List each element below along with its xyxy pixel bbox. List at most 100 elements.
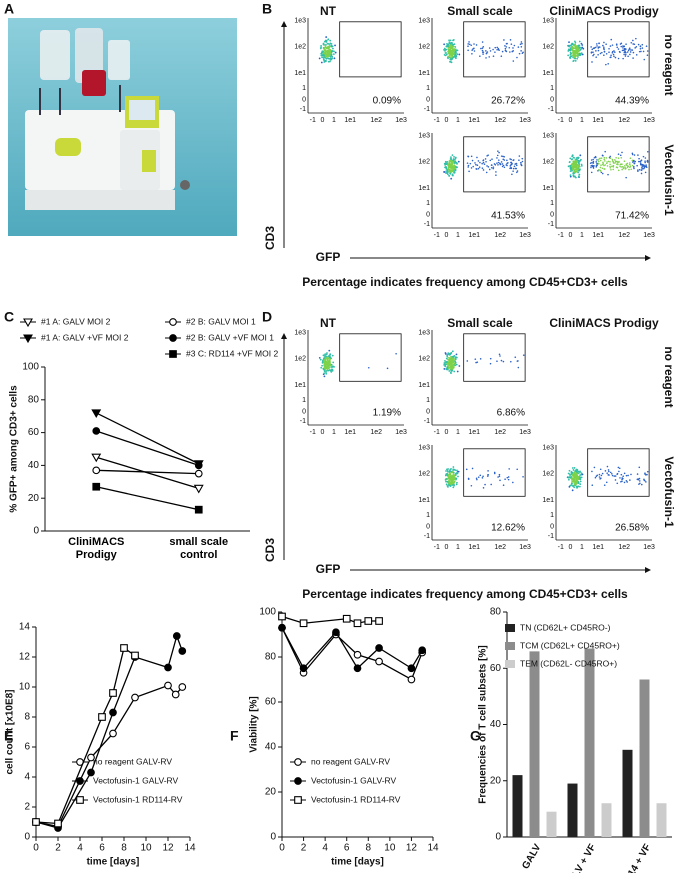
event-dot bbox=[514, 167, 517, 170]
x-tick-label: 10 bbox=[384, 843, 396, 854]
event-dot bbox=[597, 163, 600, 165]
event-dot bbox=[453, 359, 456, 361]
event-dot bbox=[475, 44, 478, 46]
series-line bbox=[35, 633, 183, 829]
event-dot bbox=[445, 357, 448, 360]
event-dot bbox=[610, 168, 612, 171]
event-dot bbox=[446, 160, 449, 163]
y-axis-label: cell count [x10E8] bbox=[5, 689, 16, 774]
event-dot bbox=[625, 51, 627, 54]
event-dot bbox=[617, 169, 620, 172]
event-dot bbox=[603, 158, 606, 161]
event-dot bbox=[447, 168, 450, 170]
flow-y-tick: -1 bbox=[548, 533, 554, 540]
series-line bbox=[96, 486, 199, 511]
event-dot bbox=[643, 58, 646, 61]
event-dot bbox=[452, 39, 454, 42]
marker bbox=[299, 619, 308, 628]
y-tick-label: 100 bbox=[22, 362, 39, 373]
event-dot bbox=[637, 170, 639, 172]
flow-x-tick: -1 bbox=[558, 232, 564, 239]
flow-y-tick: 0 bbox=[550, 524, 554, 531]
event-dot bbox=[579, 154, 582, 157]
event-dot bbox=[645, 474, 647, 476]
event-dot bbox=[570, 158, 573, 161]
y-tick-label: 100 bbox=[259, 607, 276, 618]
event-dot bbox=[501, 165, 504, 168]
event-dot bbox=[324, 56, 327, 59]
event-dot bbox=[449, 52, 452, 55]
event-dot bbox=[612, 161, 615, 163]
event-dot bbox=[448, 51, 451, 54]
flow-plot: 1e3 1e2 1e1 1 0 -1 -1 0 1 1e1 1e2 1e3 12.62% bbox=[418, 445, 531, 551]
event-dot bbox=[445, 52, 448, 54]
event-dot bbox=[489, 50, 492, 52]
event-dot bbox=[468, 41, 470, 43]
panel-label: F bbox=[230, 728, 239, 744]
event-dot bbox=[468, 43, 471, 46]
event-dot bbox=[644, 161, 646, 164]
row-label: Vectofusin-1 bbox=[662, 456, 676, 528]
event-dot bbox=[453, 164, 456, 167]
event-dot bbox=[643, 164, 645, 167]
event-dot bbox=[569, 170, 572, 173]
event-dot bbox=[499, 355, 501, 357]
event-dot bbox=[472, 48, 474, 50]
gate-percentage: 71.42% bbox=[615, 211, 649, 222]
event-dot bbox=[331, 365, 334, 368]
event-dot bbox=[517, 366, 520, 369]
event-dot bbox=[575, 475, 578, 477]
event-dot bbox=[451, 362, 453, 365]
event-dot bbox=[509, 165, 512, 167]
event-dot bbox=[481, 47, 484, 49]
event-dot bbox=[579, 480, 582, 483]
marker bbox=[178, 647, 187, 655]
flow-x-tick: 1e1 bbox=[468, 117, 480, 124]
event-dot bbox=[448, 470, 451, 473]
event-dot bbox=[445, 353, 447, 355]
marker bbox=[294, 777, 302, 785]
event-dot bbox=[322, 57, 325, 60]
bar bbox=[622, 749, 633, 837]
event-dot bbox=[593, 165, 595, 167]
event-dot bbox=[475, 361, 477, 364]
event-dot bbox=[518, 155, 521, 157]
event-dot bbox=[607, 62, 610, 65]
y-tick-label: 2 bbox=[24, 802, 30, 813]
flow-x-tick: 1e2 bbox=[370, 429, 382, 436]
event-dot bbox=[592, 158, 594, 161]
event-dot bbox=[481, 49, 484, 52]
event-dot bbox=[593, 53, 595, 56]
marker bbox=[375, 657, 383, 666]
event-dot bbox=[443, 53, 446, 56]
y-tick-label: 10 bbox=[19, 682, 31, 693]
event-dot bbox=[517, 360, 519, 362]
x-tick-label: 4 bbox=[77, 843, 83, 854]
event-dot bbox=[608, 47, 610, 50]
event-dot bbox=[447, 48, 450, 50]
event-dot bbox=[453, 171, 456, 174]
event-dot bbox=[599, 170, 602, 172]
event-dot bbox=[472, 165, 474, 168]
event-dot bbox=[607, 469, 610, 471]
event-dot bbox=[572, 469, 575, 471]
event-dot bbox=[468, 170, 470, 173]
event-dot bbox=[330, 371, 333, 373]
event-dot bbox=[620, 473, 623, 476]
event-dot bbox=[599, 166, 602, 169]
marker bbox=[194, 469, 203, 478]
event-dot bbox=[640, 172, 643, 175]
gate bbox=[587, 21, 650, 78]
event-dot bbox=[327, 55, 330, 58]
event-dot bbox=[638, 168, 641, 171]
event-dot bbox=[603, 46, 605, 49]
event-dot bbox=[592, 54, 594, 57]
flow-plot: 1e3 1e2 1e1 1 0 -1 -1 0 1 1e1 1e2 1e3 26.58% bbox=[542, 445, 655, 551]
flow-x-tick: 0 bbox=[320, 117, 324, 124]
y-tick-label: 20 bbox=[265, 787, 277, 798]
event-dot bbox=[487, 470, 489, 472]
event-dot bbox=[579, 478, 582, 481]
event-dot bbox=[571, 155, 574, 158]
event-dot bbox=[330, 53, 333, 56]
flow-x-tick: -1 bbox=[434, 429, 440, 436]
